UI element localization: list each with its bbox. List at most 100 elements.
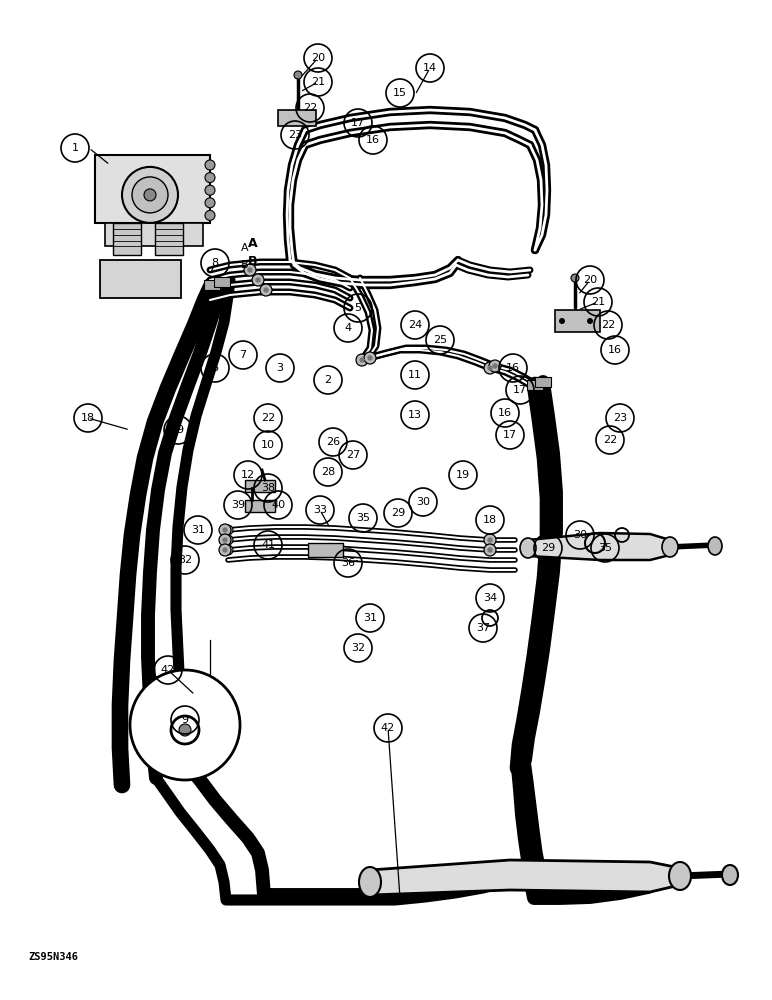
Text: 18: 18 [81, 413, 95, 423]
Circle shape [364, 352, 376, 364]
Circle shape [205, 198, 215, 208]
Text: 32: 32 [351, 643, 365, 653]
Text: 23: 23 [288, 130, 302, 140]
Circle shape [205, 185, 215, 195]
Text: 22: 22 [601, 320, 615, 330]
Circle shape [222, 537, 228, 543]
Text: 34: 34 [483, 593, 497, 603]
Circle shape [219, 544, 231, 556]
Circle shape [359, 357, 364, 363]
Text: 22: 22 [303, 103, 317, 113]
Circle shape [130, 670, 240, 780]
Text: 26: 26 [326, 437, 340, 447]
Text: 18: 18 [483, 515, 497, 525]
Circle shape [493, 363, 498, 369]
Text: 30: 30 [573, 530, 587, 540]
Text: 4: 4 [344, 323, 351, 333]
Text: 35: 35 [598, 543, 612, 553]
Text: 14: 14 [423, 63, 437, 73]
Text: 22: 22 [603, 435, 617, 445]
Circle shape [132, 177, 168, 213]
Text: 1: 1 [72, 143, 79, 153]
Text: 19: 19 [171, 425, 185, 435]
Text: 17: 17 [351, 118, 365, 128]
Bar [100, 260, 181, 298]
Text: A: A [241, 243, 249, 253]
Polygon shape [370, 860, 680, 895]
Circle shape [294, 71, 302, 79]
Text: 20: 20 [583, 275, 597, 285]
Bar [535, 377, 551, 387]
Ellipse shape [722, 865, 738, 885]
Text: 19: 19 [456, 470, 470, 480]
Text: 11: 11 [408, 370, 422, 380]
Circle shape [260, 284, 272, 296]
Bar [113, 223, 141, 255]
Circle shape [205, 160, 215, 170]
Circle shape [256, 277, 261, 283]
Ellipse shape [662, 537, 678, 557]
Text: 6: 6 [212, 363, 218, 373]
Bar [245, 500, 275, 512]
Circle shape [367, 355, 373, 361]
Text: B: B [241, 260, 249, 270]
Text: 17: 17 [503, 430, 517, 440]
Text: 42: 42 [381, 723, 395, 733]
Text: ZS95N346: ZS95N346 [28, 952, 78, 962]
Bar [555, 310, 600, 332]
Circle shape [223, 545, 233, 555]
Text: 15: 15 [393, 88, 407, 98]
Circle shape [222, 547, 228, 553]
Text: 21: 21 [311, 77, 325, 87]
Text: 25: 25 [433, 335, 447, 345]
Text: 13: 13 [408, 410, 422, 420]
Circle shape [487, 537, 493, 543]
Circle shape [244, 264, 256, 276]
Circle shape [489, 360, 501, 372]
Bar [95, 155, 210, 223]
Text: 16: 16 [498, 408, 512, 418]
Ellipse shape [669, 862, 691, 890]
Text: 8: 8 [212, 258, 218, 268]
Text: 3: 3 [276, 363, 283, 373]
Circle shape [222, 527, 228, 533]
Ellipse shape [708, 537, 722, 555]
Text: 12: 12 [241, 470, 255, 480]
Text: 24: 24 [408, 320, 422, 330]
Text: 10: 10 [261, 440, 275, 450]
Text: 35: 35 [356, 513, 370, 523]
Text: 41: 41 [261, 540, 275, 550]
Bar [308, 543, 343, 557]
Text: 42: 42 [161, 665, 175, 675]
Text: 21: 21 [591, 297, 605, 307]
Circle shape [559, 318, 565, 324]
Text: 30: 30 [416, 497, 430, 507]
Bar [214, 277, 230, 287]
Circle shape [144, 189, 156, 201]
Text: 27: 27 [346, 450, 360, 460]
Text: 36: 36 [341, 558, 355, 568]
Text: 38: 38 [261, 483, 275, 493]
Circle shape [219, 534, 231, 546]
Circle shape [263, 287, 269, 293]
Bar [155, 223, 183, 255]
Text: B: B [248, 255, 258, 268]
Text: 37: 37 [476, 623, 490, 633]
Text: 17: 17 [513, 385, 527, 395]
Circle shape [487, 547, 493, 553]
Text: 32: 32 [178, 555, 192, 565]
Circle shape [587, 318, 593, 324]
Circle shape [571, 274, 579, 282]
Bar [527, 380, 543, 390]
Text: 22: 22 [261, 413, 275, 423]
Text: 7: 7 [239, 350, 246, 360]
Text: 31: 31 [191, 525, 205, 535]
Text: 39: 39 [231, 500, 245, 510]
Text: 16: 16 [366, 135, 380, 145]
Text: 2: 2 [324, 375, 331, 385]
Circle shape [179, 724, 191, 736]
Text: 33: 33 [313, 505, 327, 515]
Text: 28: 28 [321, 467, 335, 477]
Text: A: A [248, 237, 258, 250]
Text: 16: 16 [506, 363, 520, 373]
